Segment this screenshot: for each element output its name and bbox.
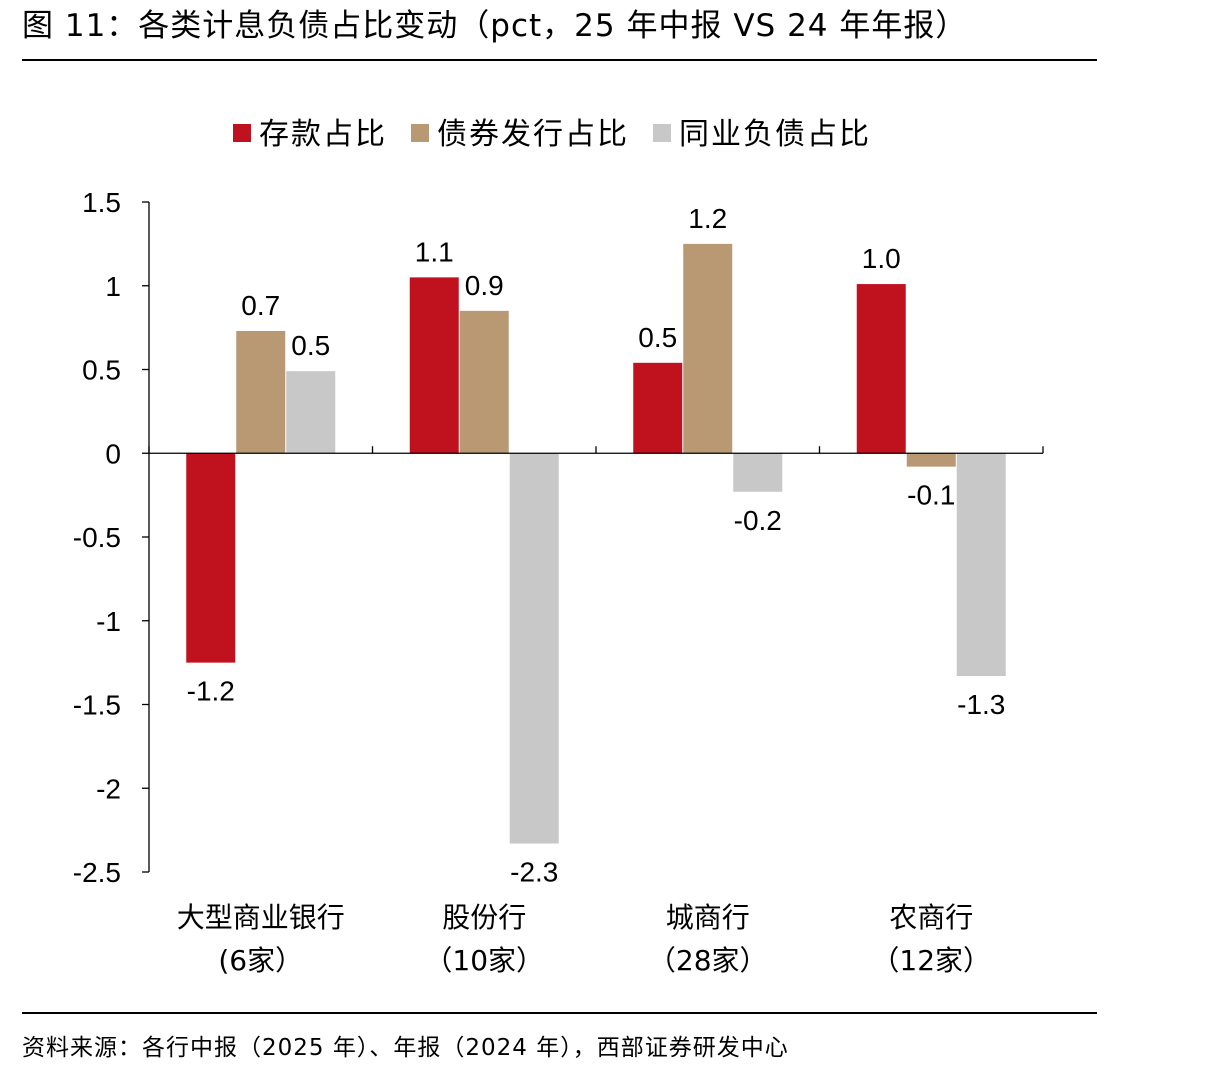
y-tick-label: 1 bbox=[105, 271, 121, 302]
bar-3-1 bbox=[286, 371, 336, 454]
y-tick-label: 0 bbox=[105, 438, 121, 469]
bar-1-4 bbox=[856, 284, 906, 454]
data-label: -1.2 bbox=[187, 676, 235, 707]
bar-1-3 bbox=[633, 362, 683, 454]
data-label: -0.2 bbox=[734, 505, 782, 536]
y-tick-label: -1 bbox=[96, 606, 121, 637]
legend-label-3: 同业负债占比 bbox=[679, 117, 871, 152]
legend-swatch-3 bbox=[653, 124, 671, 142]
bar-3-4 bbox=[956, 453, 1006, 677]
x-category-sublabel: （10家） bbox=[424, 944, 544, 977]
bar-2-2 bbox=[459, 310, 509, 454]
bar-1-2 bbox=[409, 277, 459, 454]
page-title: 图 11：各类计息负债占比变动（pct，25 年中报 VS 24 年年报） bbox=[22, 8, 968, 44]
data-label: 0.7 bbox=[241, 290, 280, 321]
x-category-sublabel: (6家） bbox=[218, 944, 303, 977]
legend-label-2: 债券发行占比 bbox=[437, 117, 629, 152]
bar-2-4 bbox=[906, 453, 956, 467]
chart-legend: 存款占比 债券发行占比 同业负债占比 bbox=[233, 117, 871, 152]
x-axis: 大型商业银行 (6家） 股份行 （10家） 城商行 （28家） 农商行 （12家） bbox=[148, 446, 1044, 977]
bar-2-3 bbox=[683, 243, 733, 454]
y-tick-label: 1.5 bbox=[82, 187, 121, 218]
data-label: -1.3 bbox=[957, 689, 1005, 720]
legend-swatch-1 bbox=[233, 124, 251, 142]
bar-2-1 bbox=[236, 330, 286, 454]
data-label: 0.5 bbox=[638, 322, 677, 353]
legend-label-1: 存款占比 bbox=[259, 117, 387, 152]
source-rule bbox=[22, 1012, 1097, 1014]
data-label: 1.1 bbox=[415, 236, 454, 267]
legend-swatch-2 bbox=[411, 124, 429, 142]
x-category-sublabel: （12家） bbox=[871, 944, 991, 977]
data-label: 0.5 bbox=[291, 330, 330, 361]
data-label: -0.1 bbox=[907, 480, 955, 511]
data-label: 0.9 bbox=[465, 270, 504, 301]
x-category-label: 股份行 bbox=[442, 901, 526, 934]
y-tick-label: -2.5 bbox=[73, 857, 121, 888]
y-tick-label: -1.5 bbox=[73, 690, 121, 721]
bar-1-1 bbox=[186, 453, 236, 663]
x-category-sublabel: （28家） bbox=[648, 944, 768, 977]
y-tick-label: -2 bbox=[96, 773, 121, 804]
bar-3-3 bbox=[733, 453, 783, 492]
x-category-label: 城商行 bbox=[666, 901, 750, 934]
y-tick-label: -0.5 bbox=[73, 522, 121, 553]
data-label: 1.0 bbox=[862, 243, 901, 274]
x-category-label: 农商行 bbox=[889, 901, 973, 934]
bars bbox=[186, 243, 1006, 844]
x-category-label: 大型商业银行 bbox=[177, 901, 345, 934]
data-labels: -1.2 0.7 0.5 1.1 0.9 -2.3 0.5 1.2 -0.2 1.0 -0.1 -1.… bbox=[187, 203, 1006, 888]
y-tick-label: 0.5 bbox=[82, 355, 121, 386]
title-rule bbox=[22, 59, 1097, 61]
y-axis: 1.5 1 0.5 0 -0.5 -1 -1.5 -2 -2.5 bbox=[73, 187, 150, 888]
data-label: 1.2 bbox=[688, 203, 727, 234]
source-note: 资料来源：各行中报（2025 年）、年报（2024 年），西部证券研发中心 bbox=[22, 1035, 789, 1061]
data-label: -2.3 bbox=[510, 857, 558, 888]
bar-3-2 bbox=[509, 453, 559, 844]
